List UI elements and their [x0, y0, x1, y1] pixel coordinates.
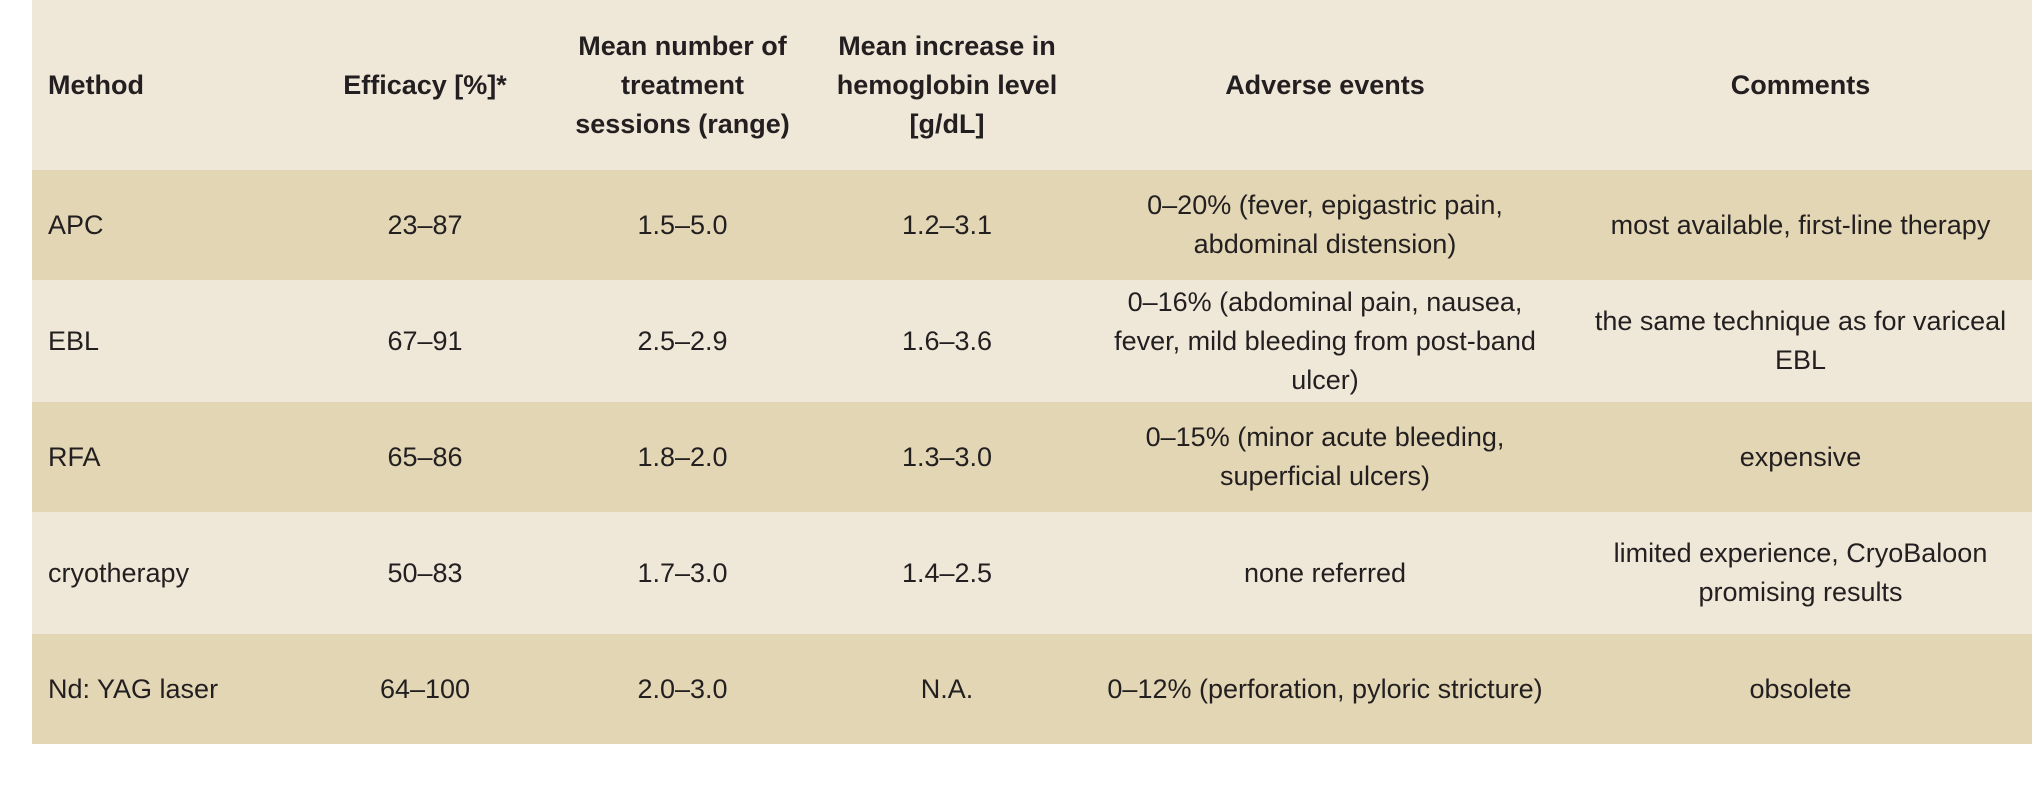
header-comments: Comments [1569, 0, 2032, 170]
header-sessions: Mean number of treatment sessions (range… [552, 0, 813, 170]
cell-adverse-events: 0–16% (abdominal pain, nausea, fever, mi… [1081, 280, 1569, 402]
cell-method: EBL [32, 280, 298, 402]
cell-hemoglobin: 1.6–3.6 [813, 280, 1081, 402]
cell-method: Nd: YAG laser [32, 634, 298, 744]
table-row: cryotherapy 50–83 1.7–3.0 1.4–2.5 none r… [32, 512, 2032, 634]
treatment-table: Method Efficacy [%]* Mean number of trea… [32, 0, 2032, 800]
cell-method: APC [32, 170, 298, 280]
table-header-row: Method Efficacy [%]* Mean number of trea… [32, 0, 2032, 170]
cell-efficacy: 64–100 [298, 634, 552, 744]
cell-sessions: 2.0–3.0 [552, 634, 813, 744]
cell-method: cryotherapy [32, 512, 298, 634]
header-efficacy: Efficacy [%]* [298, 0, 552, 170]
cell-method: RFA [32, 402, 298, 512]
cell-efficacy: 67–91 [298, 280, 552, 402]
cell-adverse-events: 0–12% (perforation, pyloric stricture) [1081, 634, 1569, 744]
cell-comments: expensive [1569, 402, 2032, 512]
table-row: Nd: YAG laser 64–100 2.0–3.0 N.A. 0–12% … [32, 634, 2032, 744]
table-row: EBL 67–91 2.5–2.9 1.6–3.6 0–16% (abdomin… [32, 280, 2032, 402]
cell-sessions: 1.5–5.0 [552, 170, 813, 280]
cell-sessions: 1.8–2.0 [552, 402, 813, 512]
cell-comments: most available, first-line therapy [1569, 170, 2032, 280]
header-method: Method [32, 0, 298, 170]
table-row: RFA 65–86 1.8–2.0 1.3–3.0 0–15% (minor a… [32, 402, 2032, 512]
cell-efficacy: 23–87 [298, 170, 552, 280]
cell-comments: the same technique as for variceal EBL [1569, 280, 2032, 402]
cell-efficacy: 50–83 [298, 512, 552, 634]
cell-hemoglobin: 1.2–3.1 [813, 170, 1081, 280]
cell-comments: limited experience, CryoBaloon promising… [1569, 512, 2032, 634]
cell-adverse-events: none referred [1081, 512, 1569, 634]
cell-comments: obsolete [1569, 634, 2032, 744]
cell-adverse-events: 0–15% (minor acute bleeding, superficial… [1081, 402, 1569, 512]
cell-hemoglobin: N.A. [813, 634, 1081, 744]
cell-hemoglobin: 1.4–2.5 [813, 512, 1081, 634]
methods-table: Method Efficacy [%]* Mean number of trea… [32, 0, 2032, 744]
header-adverse-events: Adverse events [1081, 0, 1569, 170]
header-hemoglobin: Mean increase in hemoglobin level [g/dL] [813, 0, 1081, 170]
table-row: APC 23–87 1.5–5.0 1.2–3.1 0–20% (fever, … [32, 170, 2032, 280]
cell-adverse-events: 0–20% (fever, epigastric pain, abdominal… [1081, 170, 1569, 280]
cell-sessions: 2.5–2.9 [552, 280, 813, 402]
cell-efficacy: 65–86 [298, 402, 552, 512]
cell-sessions: 1.7–3.0 [552, 512, 813, 634]
cell-hemoglobin: 1.3–3.0 [813, 402, 1081, 512]
